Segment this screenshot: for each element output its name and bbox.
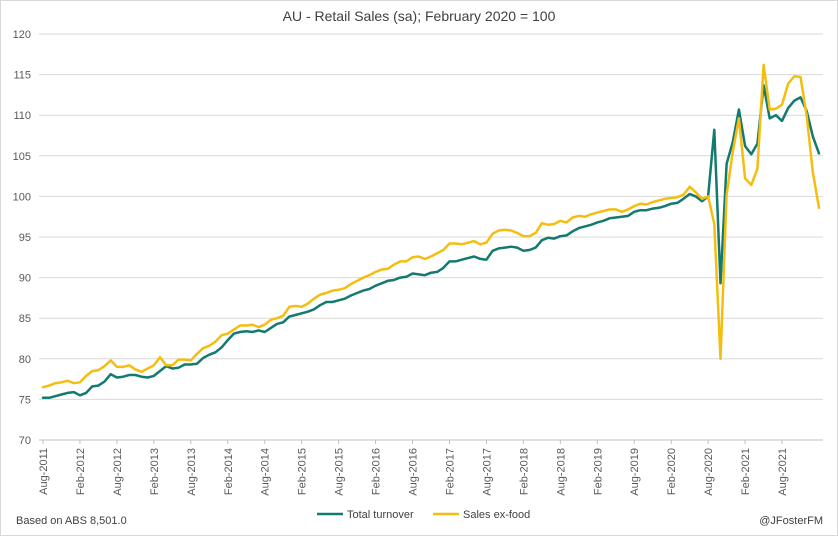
y-tick-label: 120 [13, 29, 31, 41]
y-tick-label: 110 [13, 110, 31, 122]
x-tick-label: Aug-2016 [408, 448, 420, 496]
source-note: Based on ABS 8,501.0 [16, 515, 127, 527]
legend-label: Sales ex-food [463, 509, 530, 521]
series-line-1 [41, 63, 821, 389]
x-tick-label: Feb-2020 [666, 448, 678, 495]
legend: Total turnover Sales ex-food [317, 509, 530, 521]
y-tick-label: 95 [19, 232, 31, 244]
x-tick-label: Feb-2019 [592, 448, 604, 495]
author-credit: @JFosterFM [759, 515, 823, 527]
gridlines [39, 33, 823, 441]
y-tick-label: 80 [19, 354, 31, 366]
x-tick-label: Feb-2016 [371, 448, 383, 495]
x-tick-label: Aug-2021 [777, 448, 789, 496]
y-axis: 70 75 80 85 90 95 100 105 110 115 120 [13, 29, 31, 447]
y-tick-label: 90 [19, 273, 31, 285]
y-tick-label: 70 [19, 435, 31, 447]
x-tick-label: Aug-2012 [112, 448, 124, 496]
series-lines [41, 63, 821, 400]
x-tick-label: Feb-2021 [740, 448, 752, 495]
x-tick-label: Aug-2013 [186, 448, 198, 496]
x-tick-label: Feb-2012 [75, 448, 87, 495]
legend-label: Total turnover [347, 509, 414, 521]
y-tick-label: 100 [13, 191, 31, 203]
x-tick-label: Aug-2018 [555, 448, 567, 496]
x-tick-label: Feb-2018 [518, 448, 530, 495]
x-tick-label: Aug-2014 [260, 448, 272, 496]
x-tick-label: Feb-2013 [149, 448, 161, 495]
x-tick-label: Aug-2020 [703, 448, 715, 496]
chart-title: AU - Retail Sales (sa); February 2020 = … [283, 8, 556, 24]
y-tick-label: 105 [13, 151, 31, 163]
y-tick-label: 115 [13, 70, 31, 82]
x-tick-label: Feb-2014 [223, 448, 235, 495]
x-tick-label: Aug-2015 [334, 448, 346, 496]
x-tick-label: Aug-2019 [629, 448, 641, 496]
x-tick-label: Feb-2015 [297, 448, 309, 495]
x-tick-label: Aug-2011 [38, 448, 50, 495]
x-tick-label: Aug-2017 [481, 448, 493, 496]
series-line-0 [41, 83, 821, 400]
x-tick-label: Feb-2017 [444, 448, 456, 495]
y-tick-label: 85 [19, 313, 31, 325]
y-tick-label: 75 [19, 394, 31, 406]
x-axis: Aug-2011 Feb-2012 Aug-2012 Feb-2013 Aug-2013… [38, 439, 823, 496]
